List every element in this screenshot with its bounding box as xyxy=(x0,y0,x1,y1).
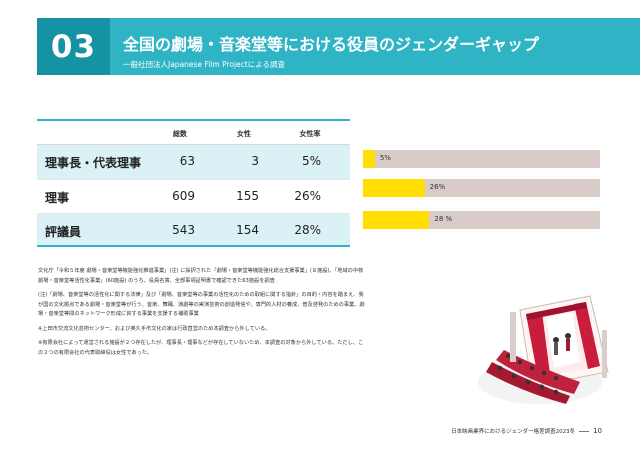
rate-bar: 28 % xyxy=(363,211,600,229)
cell-total: 609 xyxy=(172,189,195,203)
note-paragraph: (注)「劇場、音楽堂等の活性化に関する法律」及び「劇場、音楽堂等の事業の活性化の… xyxy=(38,292,365,317)
footer-text: 日本映画業界におけるジェンダー格差調査2023冬 xyxy=(451,429,576,435)
note-paragraph: ※有限会社によって運営される施設が２つ存在したが、理事長・理事などが存在していな… xyxy=(38,340,364,356)
section-number: 03 xyxy=(37,18,110,75)
cell-female: 154 xyxy=(236,223,259,237)
note-paragraph: ※上田市交流文化芸術センター、および奥久手市文化の家は行政直営のため本調査から外… xyxy=(38,325,271,332)
rate-bar-label: 26% xyxy=(429,183,446,191)
note-paragraph: 文化庁「令和５年度 劇場・音楽堂等機能強化推進事業」(注) に採択された「劇場・… xyxy=(38,268,364,284)
column-header-rate: 女性率 xyxy=(299,130,321,138)
page-number: 10 xyxy=(593,427,602,435)
theater-stage-icon xyxy=(478,295,609,404)
section-header: 03 全国の劇場・音楽堂等における役員のジェンダーギャップ 一般社団法人Japa… xyxy=(37,18,640,75)
section-title: 全国の劇場・音楽堂等における役員のジェンダーギャップ xyxy=(123,35,540,54)
column-header-female: 女性 xyxy=(237,130,251,138)
cell-female: 155 xyxy=(236,189,259,203)
row-label: 理事 xyxy=(45,191,70,205)
row-label: 評議員 xyxy=(45,225,82,239)
cell-rate: 5% xyxy=(301,154,321,168)
rate-bar: 26% xyxy=(363,179,600,197)
footer-rule xyxy=(579,430,590,432)
rate-bar-fill xyxy=(363,179,425,197)
notes: 文化庁「令和５年度 劇場・音楽堂等機能強化推進事業」(注) に採択された「劇場・… xyxy=(38,267,368,363)
rate-bar-label: 28 % xyxy=(434,215,453,223)
rate-bar-label: 5% xyxy=(379,154,391,162)
table-row: 理事長・代表理事 63 3 5% xyxy=(37,145,350,179)
cell-total: 63 xyxy=(179,154,195,168)
section-subtitle: 一般社団法人Japanese Film Projectによる調査 xyxy=(123,60,285,69)
row-label: 理事長・代表理事 xyxy=(45,156,142,170)
data-table: 総数 女性 女性率 理事長・代表理事 63 3 5% 理事 609 155 26… xyxy=(37,119,350,247)
rate-bar-fill xyxy=(363,211,430,229)
cell-total: 543 xyxy=(172,223,195,237)
page-footer: 日本映画業界におけるジェンダー格差調査2023冬 10 xyxy=(451,427,602,435)
cell-rate: 26% xyxy=(294,189,321,203)
rate-bar: 5% xyxy=(363,150,600,168)
cell-female: 3 xyxy=(251,154,259,168)
column-header-total: 総数 xyxy=(173,130,187,138)
table-row: 評議員 543 154 28% xyxy=(37,213,350,247)
cell-rate: 28% xyxy=(294,223,321,237)
table-row: 理事 609 155 26% xyxy=(37,179,350,213)
table-header: 総数 女性 女性率 xyxy=(37,119,350,145)
rate-bar-fill xyxy=(363,150,375,168)
